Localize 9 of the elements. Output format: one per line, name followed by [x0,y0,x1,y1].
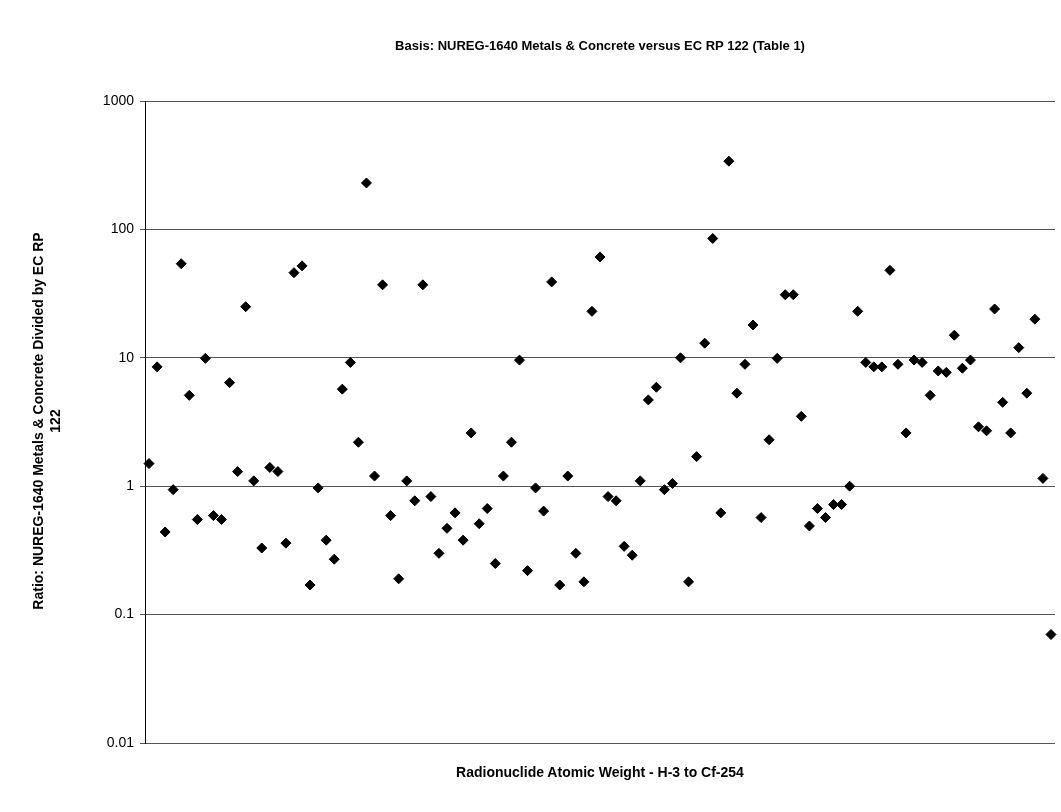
y-tick-label: 100 [110,220,135,237]
chart-title: Basis: NUREG-1640 Metals & Concrete versus EC RP 122 (Table 1) [394,38,806,53]
y-tick-label: 1000 [102,91,135,108]
y-tick-label: 10 [118,348,135,365]
x-axis-title: Radionuclide Atomic Weight - H-3 to Cf-254 [455,764,745,780]
y-tick-label: 0.01 [106,733,135,750]
y-tick-label: 1 [126,477,135,494]
y-axis-title: Ratio: NUREG-1640 Metals & Concrete Divided by EC RP 122 [30,231,64,612]
y-tick-label: 0.1 [114,605,135,622]
